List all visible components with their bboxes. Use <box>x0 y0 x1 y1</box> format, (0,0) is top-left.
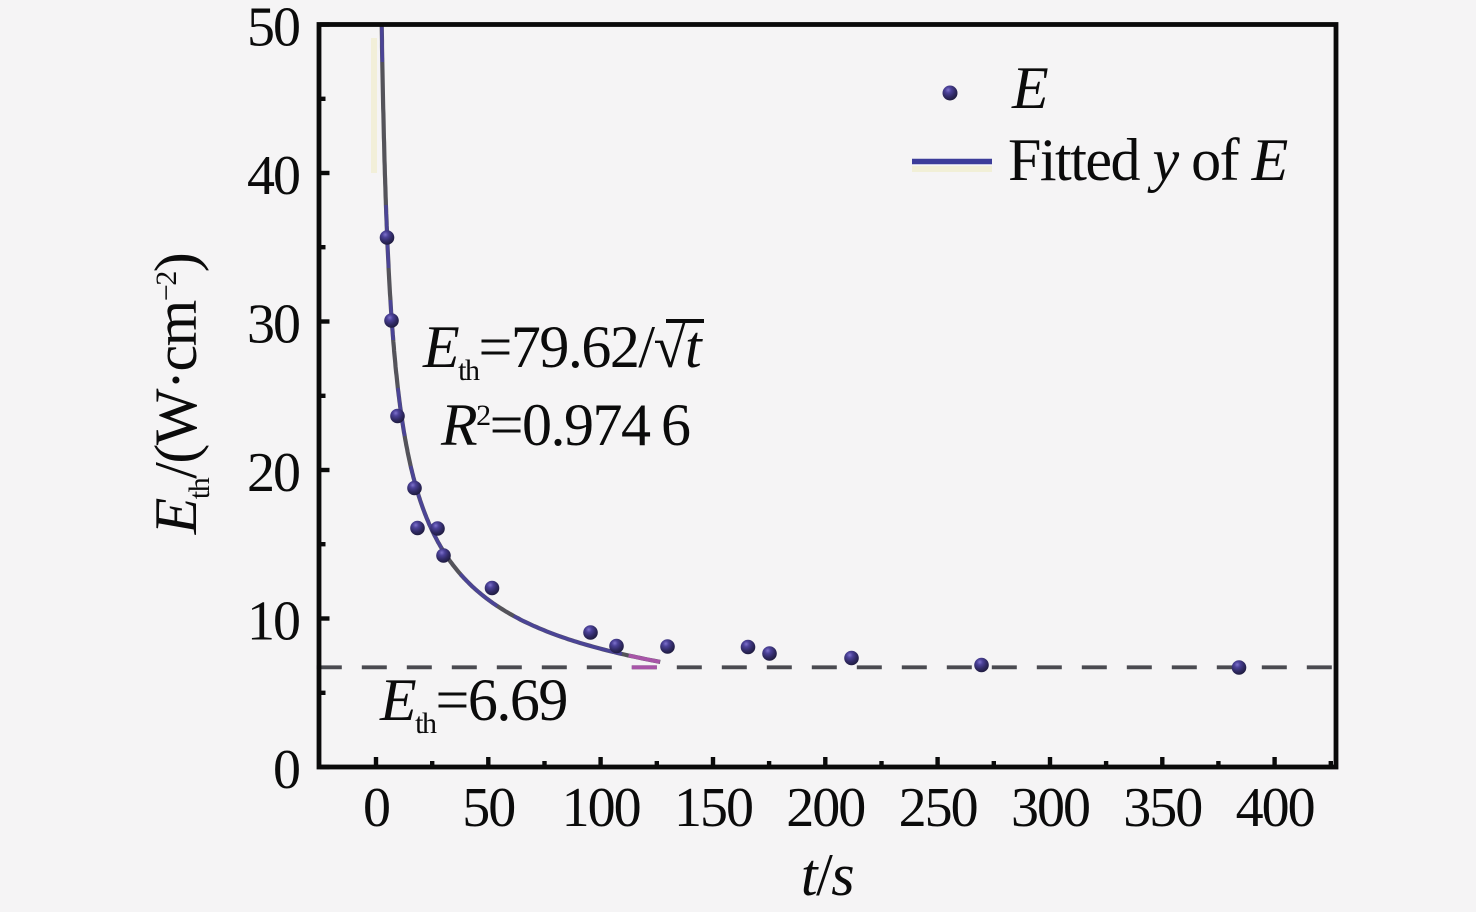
svg-text:300: 300 <box>1011 777 1089 839</box>
svg-text:Eth/(W·cm−2): Eth/(W·cm−2) <box>143 254 216 535</box>
svg-text:150: 150 <box>674 777 752 839</box>
svg-text:t/s: t/s <box>801 842 853 908</box>
svg-text:20: 20 <box>247 442 299 504</box>
svg-text:R2=0.974 6: R2=0.974 6 <box>440 392 690 458</box>
svg-text:10: 10 <box>247 591 299 653</box>
svg-text:0: 0 <box>273 739 299 801</box>
svg-text:E: E <box>1011 55 1048 121</box>
svg-text:50: 50 <box>462 777 514 839</box>
svg-text:30: 30 <box>247 294 299 356</box>
svg-text:200: 200 <box>786 777 864 839</box>
svg-text:0: 0 <box>363 777 389 839</box>
svg-text:350: 350 <box>1123 777 1201 839</box>
svg-text:Eth=6.69: Eth=6.69 <box>379 667 567 740</box>
svg-text:100: 100 <box>562 777 640 839</box>
svg-text:400: 400 <box>1236 777 1314 839</box>
svg-text:Fitted y of E: Fitted y of E <box>1008 127 1288 193</box>
svg-text:250: 250 <box>899 777 977 839</box>
svg-text:Eth=79.62/√t: Eth=79.62/√t <box>422 314 703 387</box>
svg-text:50: 50 <box>247 0 299 59</box>
svg-text:40: 40 <box>247 145 299 207</box>
